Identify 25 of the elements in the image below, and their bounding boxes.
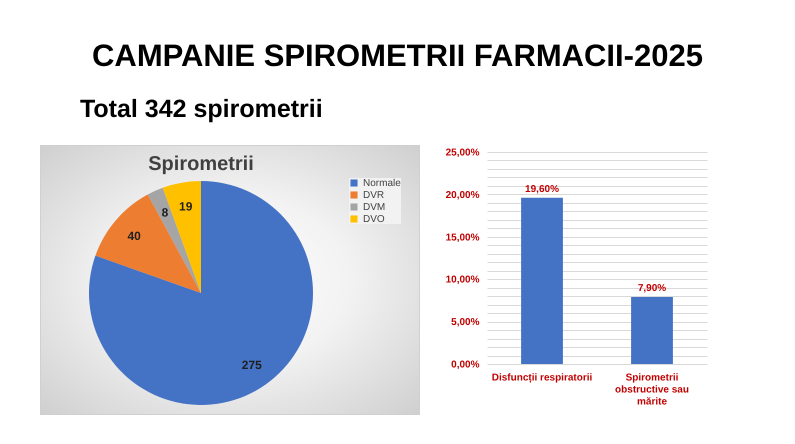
y-tick-label: 15,00% [446,232,480,244]
x-tick-label: Spirometrii obstructive sau mărite [615,372,689,408]
text: CAMPANIE SPIROMETRII FARMACII-2025 [91,38,704,74]
data-label: 40 [127,228,142,243]
pie-slice [148,188,201,293]
legend-label: Normale [363,178,402,189]
pie-slice [89,181,313,405]
y-tick-label: 5,00% [451,317,480,328]
pie-slice [95,194,201,293]
data-label: 8 [162,206,169,220]
data-label: 19 [179,199,193,214]
legend-label: DVO [363,214,385,225]
y-tick-label: 20,00% [446,190,480,201]
y-tick-label: 25,00% [446,148,480,158]
text: Total 342 spirometrii [80,95,323,124]
y-tick-label: 10,00% [446,274,480,286]
y-tick-label: 0,00% [451,360,480,370]
pie-slice [162,181,201,293]
x-tick-label: Disfuncții respiratorii [492,372,593,384]
data-label: 7,90% [638,283,666,294]
data-label: 275 [242,358,262,372]
legend-label: DVR [363,190,384,201]
chart-title: Spirometrii [148,153,254,175]
legend-label: DVM [363,202,386,213]
data-label: 19,60% [525,184,560,195]
